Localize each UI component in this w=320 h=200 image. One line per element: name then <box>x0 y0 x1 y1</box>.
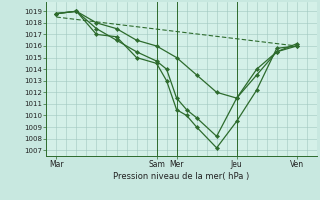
X-axis label: Pression niveau de la mer( hPa ): Pression niveau de la mer( hPa ) <box>114 172 250 181</box>
